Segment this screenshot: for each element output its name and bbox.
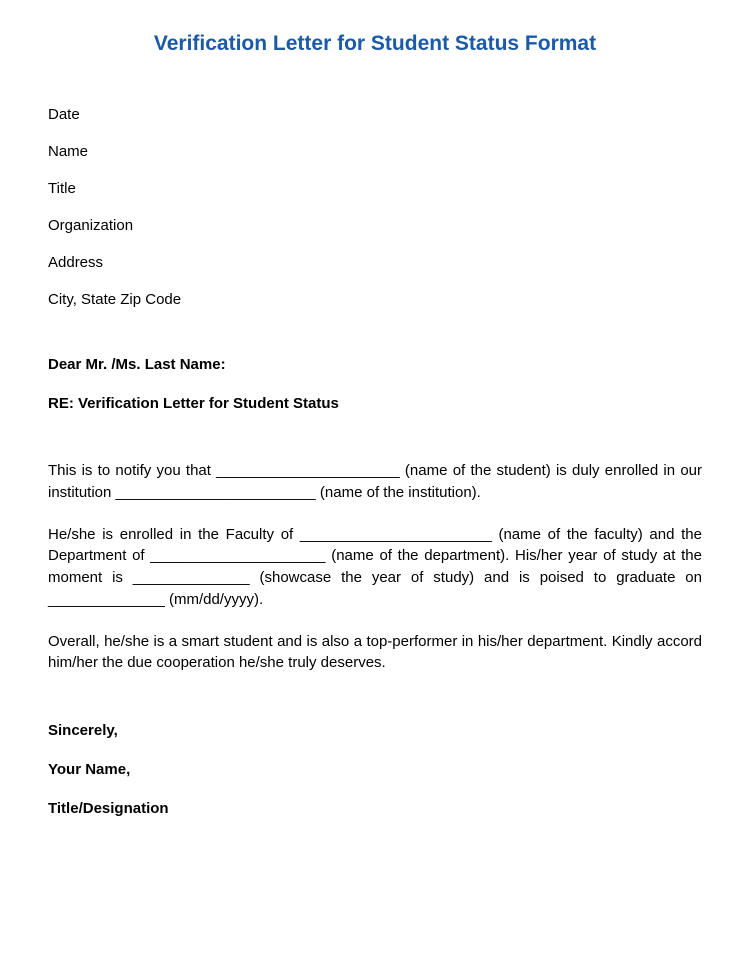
- recipient-header-block: Date Name Title Organization Address Cit…: [48, 106, 702, 308]
- header-field-address: Address: [48, 254, 702, 271]
- closing-your-name: Your Name,: [48, 761, 702, 778]
- salutation: Dear Mr. /Ms. Last Name:: [48, 356, 702, 373]
- subject-line: RE: Verification Letter for Student Stat…: [48, 395, 702, 412]
- body-paragraph-1: This is to notify you that _____________…: [48, 460, 702, 504]
- header-field-city-state-zip: City, State Zip Code: [48, 291, 702, 308]
- body-paragraph-2: He/she is enrolled in the Faculty of ___…: [48, 524, 702, 611]
- header-field-organization: Organization: [48, 217, 702, 234]
- closing-sincerely: Sincerely,: [48, 722, 702, 739]
- closing-title-designation: Title/Designation: [48, 800, 702, 817]
- header-field-date: Date: [48, 106, 702, 123]
- body-paragraph-3: Overall, he/she is a smart student and i…: [48, 631, 702, 675]
- header-field-title: Title: [48, 180, 702, 197]
- header-field-name: Name: [48, 143, 702, 160]
- closing-block: Sincerely, Your Name, Title/Designation: [48, 722, 702, 817]
- document-title: Verification Letter for Student Status F…: [48, 32, 702, 56]
